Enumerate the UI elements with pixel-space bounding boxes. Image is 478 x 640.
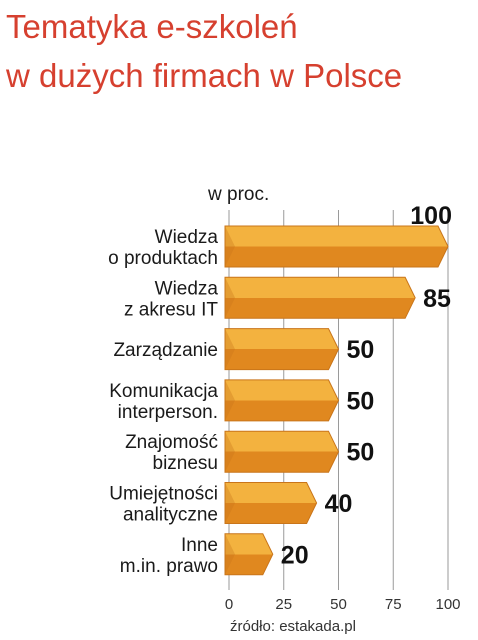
x-tick-label: 25	[275, 596, 292, 613]
x-tick-label: 100	[435, 596, 460, 613]
chart-title: Tematyka e-szkoleń w dużych firmach w Po…	[6, 2, 476, 100]
x-tick-label: 75	[385, 596, 402, 613]
category-label: Komunikacja interperson.	[109, 381, 218, 423]
bar	[224, 482, 318, 524]
x-tick-label: 50	[330, 596, 347, 613]
x-axis-ticks: 0 25 50 75 100	[225, 596, 461, 613]
value-label: 50	[347, 387, 375, 415]
value-label: 100	[410, 202, 452, 230]
bar-bevel	[225, 328, 235, 370]
source-label: źródło: estakada.pl	[230, 618, 356, 635]
value-label: 50	[347, 439, 375, 467]
bar-bevel	[225, 226, 235, 267]
unit-label: w proc.	[207, 184, 269, 205]
bar	[224, 379, 340, 422]
bar-bevel	[225, 431, 235, 473]
bar	[224, 276, 416, 319]
category-label: Wiedza o produktach	[108, 227, 218, 269]
bar	[224, 328, 340, 371]
bar-bevel	[225, 533, 235, 575]
value-label: 40	[325, 490, 353, 518]
category-label: Znajomość biznesu	[125, 432, 218, 474]
value-label: 85	[423, 285, 451, 313]
category-label: Inne m.in. prawo	[120, 535, 218, 577]
value-label: 50	[347, 336, 375, 364]
value-labels: 100 85 50 50 50 40 20	[281, 202, 452, 569]
bar	[224, 430, 340, 473]
x-tick-label: 0	[225, 596, 233, 613]
category-label: Zarządzanie	[113, 340, 218, 361]
bar-bevel	[225, 482, 235, 524]
bar	[224, 225, 449, 268]
category-label: Umiejętności analityczne	[109, 484, 218, 526]
chart-title-line-1: Tematyka e-szkoleń	[6, 8, 298, 45]
chart-title-line-2: w dużych firmach w Polsce	[6, 57, 403, 94]
category-labels: Wiedza o produktach Wiedza z akresu IT Zarzą…	[108, 227, 218, 577]
category-label: Wiedza z akresu IT	[124, 278, 218, 320]
bar	[224, 533, 274, 576]
bars	[224, 225, 449, 576]
bar-bevel	[225, 379, 235, 421]
value-label: 20	[281, 541, 309, 569]
bar-bevel	[225, 277, 235, 319]
